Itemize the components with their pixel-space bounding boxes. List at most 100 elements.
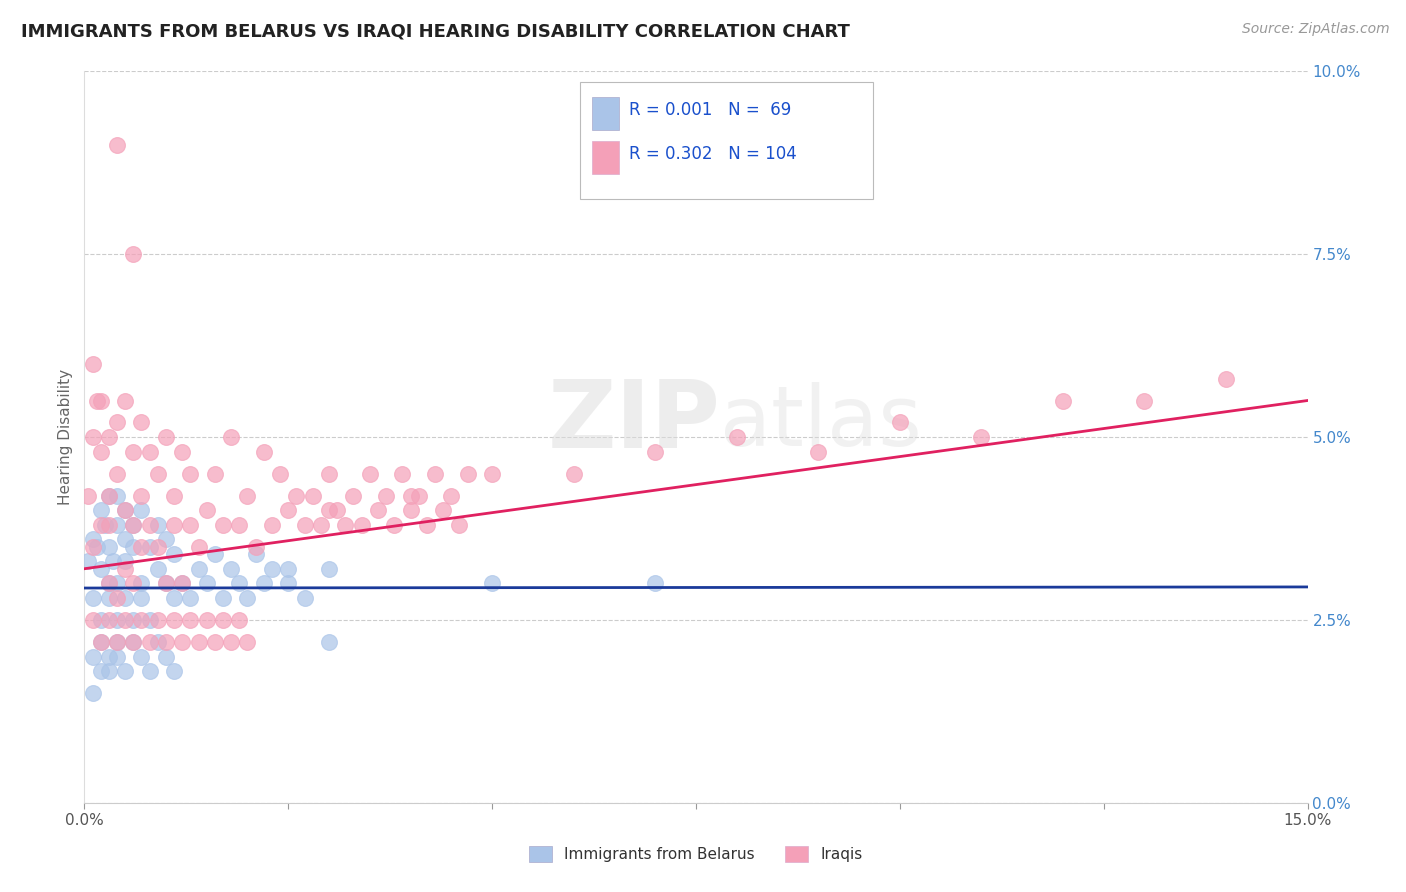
Point: [172, 576, 194, 591]
Point: [122, 540, 145, 554]
Point: [114, 562, 136, 576]
Point: [219, 430, 242, 444]
FancyBboxPatch shape: [579, 82, 873, 200]
Point: [138, 635, 160, 649]
Point: [86, 393, 108, 408]
Point: [163, 517, 186, 532]
Point: [122, 247, 145, 261]
Point: [179, 613, 201, 627]
Point: [179, 467, 201, 481]
Point: [90, 517, 112, 532]
Point: [399, 503, 422, 517]
Point: [114, 664, 136, 678]
Point: [277, 562, 299, 576]
Point: [97, 489, 120, 503]
Point: [97, 664, 120, 678]
Point: [82, 649, 104, 664]
Point: [204, 467, 226, 481]
Point: [114, 503, 136, 517]
Point: [105, 649, 128, 664]
Point: [90, 635, 112, 649]
Point: [138, 517, 160, 532]
Point: [260, 517, 283, 532]
Point: [101, 554, 124, 568]
Point: [82, 686, 104, 700]
Text: ZIP: ZIP: [547, 376, 720, 468]
Point: [449, 517, 471, 532]
Point: [155, 576, 177, 591]
Point: [179, 591, 201, 605]
Point: [97, 576, 120, 591]
Point: [318, 562, 340, 576]
Point: [97, 517, 120, 532]
Point: [432, 503, 454, 517]
Point: [163, 547, 186, 561]
Point: [114, 393, 136, 408]
Point: [245, 540, 267, 554]
Point: [131, 416, 153, 430]
Point: [90, 393, 112, 408]
Point: [97, 649, 120, 664]
Point: [326, 503, 349, 517]
Point: [131, 649, 153, 664]
Point: [359, 467, 381, 481]
Point: [481, 467, 503, 481]
Point: [146, 517, 169, 532]
Point: [416, 517, 439, 532]
Point: [155, 533, 177, 547]
Point: [195, 576, 218, 591]
Point: [90, 444, 112, 458]
Point: [82, 613, 104, 627]
Point: [131, 576, 153, 591]
Point: [725, 430, 748, 444]
Point: [105, 416, 128, 430]
Point: [90, 635, 112, 649]
Point: [318, 503, 340, 517]
Point: [294, 517, 316, 532]
Point: [163, 591, 186, 605]
Point: [187, 562, 209, 576]
Point: [122, 517, 145, 532]
Text: atlas: atlas: [720, 382, 922, 463]
Point: [82, 591, 104, 605]
Point: [97, 613, 120, 627]
Text: R = 0.001   N =  69: R = 0.001 N = 69: [628, 101, 792, 120]
Point: [212, 613, 235, 627]
Point: [122, 613, 145, 627]
Point: [155, 576, 177, 591]
Point: [644, 576, 666, 591]
Point: [204, 547, 226, 561]
Point: [408, 489, 430, 503]
Point: [155, 430, 177, 444]
Point: [77, 489, 100, 503]
Point: [146, 613, 169, 627]
Point: [105, 576, 128, 591]
Point: [163, 613, 186, 627]
Point: [146, 540, 169, 554]
Point: [105, 613, 128, 627]
Point: [294, 591, 316, 605]
Point: [277, 503, 299, 517]
Point: [90, 613, 112, 627]
Point: [399, 489, 422, 503]
Point: [423, 467, 446, 481]
Point: [122, 576, 145, 591]
Point: [228, 517, 250, 532]
Point: [105, 591, 128, 605]
Point: [97, 576, 120, 591]
Point: [105, 635, 128, 649]
Point: [138, 444, 160, 458]
Point: [146, 562, 169, 576]
Point: [138, 613, 160, 627]
Point: [90, 562, 112, 576]
Bar: [592, 97, 619, 130]
Point: [301, 489, 323, 503]
Point: [122, 517, 145, 532]
Point: [309, 517, 332, 532]
Point: [187, 635, 209, 649]
Point: [155, 649, 177, 664]
Point: [335, 517, 357, 532]
Point: [82, 430, 104, 444]
Point: [146, 635, 169, 649]
Point: [114, 613, 136, 627]
